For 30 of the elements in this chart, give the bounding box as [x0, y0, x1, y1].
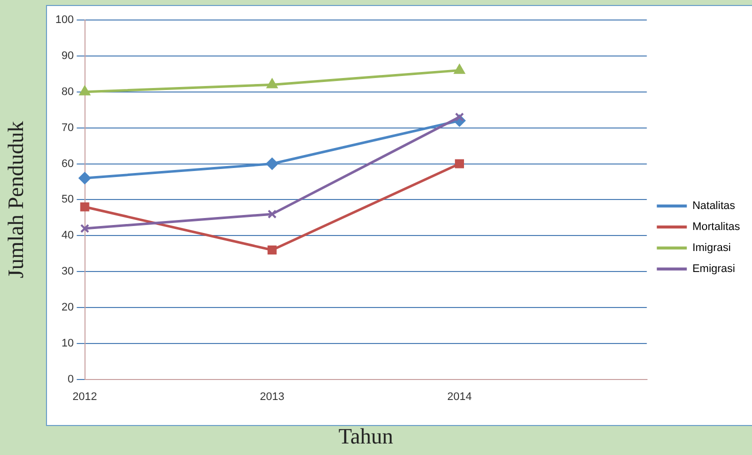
point	[454, 159, 464, 168]
point	[79, 86, 90, 96]
point	[266, 158, 278, 170]
point	[80, 202, 90, 212]
point	[268, 245, 277, 255]
y-tick-label: 60	[62, 158, 74, 170]
y-tick-label: 20	[62, 302, 74, 314]
x-tick-label: 2014	[447, 391, 472, 404]
legend-label: Natalitas	[692, 200, 736, 212]
point	[80, 224, 90, 233]
y-tick-label: 50	[62, 194, 74, 206]
y-tick-label: 90	[62, 50, 74, 62]
point	[78, 172, 91, 184]
x-axis-title: Tahun	[338, 424, 394, 449]
y-tick-label: 100	[55, 14, 74, 26]
point	[268, 210, 277, 219]
x-tick-label: 2013	[260, 391, 284, 404]
y-tick-label: 30	[62, 266, 74, 278]
legend-label: Imigrasi	[692, 242, 731, 254]
y-tick-label: 10	[62, 337, 74, 350]
y-tick-label: 80	[62, 86, 74, 98]
point	[454, 64, 465, 74]
y-axis-title: Jumlah Penduduk	[2, 121, 28, 278]
y-tick-label: 40	[62, 230, 74, 242]
legend-label: Emigrasi	[692, 263, 736, 276]
legend-label: Mortalitas	[692, 221, 740, 234]
y-tick-label: 70	[62, 122, 74, 134]
y-tick-label: 0	[68, 373, 74, 386]
point	[266, 78, 278, 88]
x-tick-label: 2012	[72, 391, 97, 404]
